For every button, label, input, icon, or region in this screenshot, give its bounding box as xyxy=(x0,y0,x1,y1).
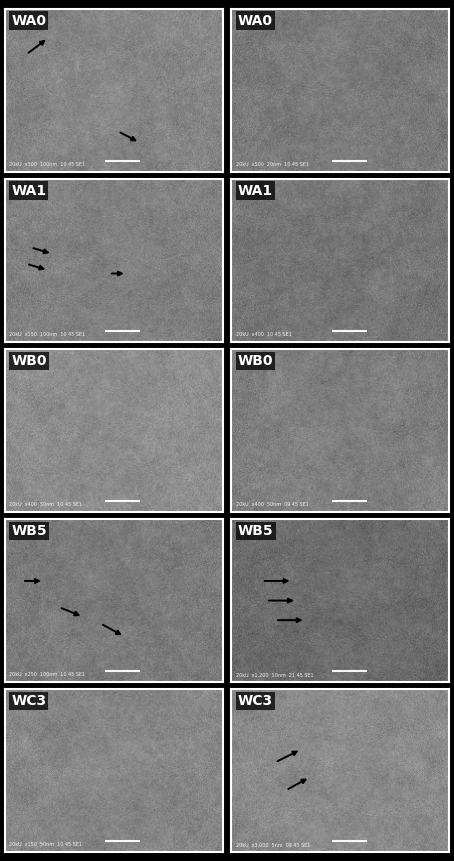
Text: WA1: WA1 xyxy=(11,183,46,197)
Text: 20kU  x150  100nm  10 45 SE1: 20kU x150 100nm 10 45 SE1 xyxy=(9,332,85,338)
Text: 20kU  x3,000  5nm  09 45 SE1: 20kU x3,000 5nm 09 45 SE1 xyxy=(236,842,310,847)
Text: 20kU  x400  50nm  09 45 SE1: 20kU x400 50nm 09 45 SE1 xyxy=(236,502,309,507)
Text: WC3: WC3 xyxy=(11,694,46,708)
Text: WB0: WB0 xyxy=(238,354,273,368)
Text: WA0: WA0 xyxy=(238,14,273,28)
Text: 20kU  x500  20nm  10 45 SE1: 20kU x500 20nm 10 45 SE1 xyxy=(236,162,309,167)
Text: WB0: WB0 xyxy=(11,354,47,368)
Text: 20kU  x500  100nm  10 45 SE1: 20kU x500 100nm 10 45 SE1 xyxy=(9,162,85,167)
Text: 20kU  x150  50nm  10 45 SE1: 20kU x150 50nm 10 45 SE1 xyxy=(9,842,82,847)
Text: WB5: WB5 xyxy=(238,523,273,538)
Text: 20kU  x250  100nm  10 45 SE1: 20kU x250 100nm 10 45 SE1 xyxy=(9,672,85,678)
Text: 20kU  x400  50nm  10 45 SE1: 20kU x400 50nm 10 45 SE1 xyxy=(9,502,82,507)
Text: WA1: WA1 xyxy=(238,183,273,197)
Text: 20kU  x1,200  10nm  21 45 SE1: 20kU x1,200 10nm 21 45 SE1 xyxy=(236,672,313,678)
Text: WC3: WC3 xyxy=(238,694,273,708)
Text: 20kU  x400  10 45 SE1: 20kU x400 10 45 SE1 xyxy=(236,332,291,338)
Text: WB5: WB5 xyxy=(11,523,47,538)
Text: WA0: WA0 xyxy=(11,14,46,28)
